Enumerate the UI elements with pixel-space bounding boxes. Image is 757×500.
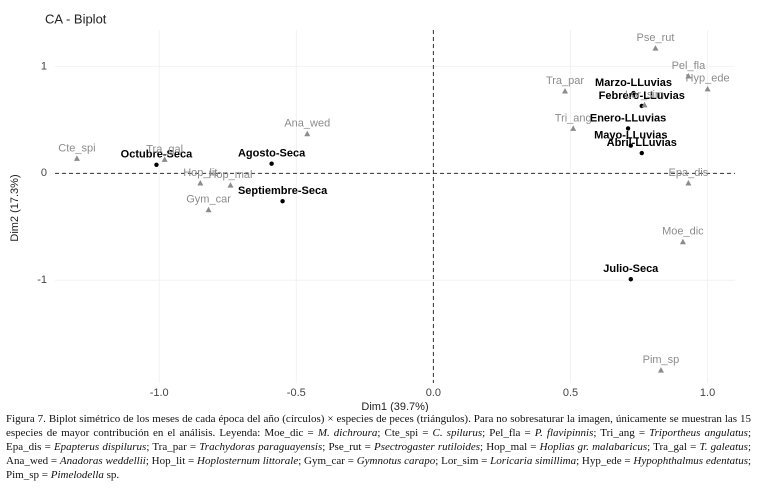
- month-label: Abril-LLuvias: [607, 137, 677, 149]
- caption-text: ; Hop_lit =: [145, 455, 198, 467]
- species-label: Tri_ang: [555, 112, 592, 124]
- species-point: [562, 87, 568, 94]
- month-label: Agosto-Seca: [238, 148, 306, 160]
- caption-text: Trachydoras paraguayensis: [199, 441, 323, 453]
- species-label: Hyp_ede: [686, 73, 730, 85]
- caption-text: Epapterus dispilurus: [53, 441, 147, 453]
- species-label: Hop_mal: [208, 169, 252, 181]
- species-point: [704, 85, 711, 92]
- figure-caption: Figura 7. Biplot simétrico de los meses …: [6, 412, 751, 482]
- species-label: Epa_dis: [669, 167, 709, 179]
- chart-title: CA - Biplot: [45, 11, 107, 26]
- species-point: [679, 238, 686, 245]
- caption-text: ; Pim_sp =: [6, 455, 752, 481]
- caption-text: ; Hyp_ede =: [576, 455, 634, 467]
- caption-text: Hoplias gr. malabaricus: [539, 441, 648, 453]
- month-label: Octubre-Seca: [121, 149, 193, 161]
- month-point: [625, 126, 631, 131]
- species-point: [685, 72, 692, 79]
- caption-text: Hypophthalmus edentatus: [633, 455, 748, 467]
- species-point: [641, 101, 648, 108]
- caption-text: Psectrogaster rutiloides: [373, 441, 480, 453]
- species-point: [197, 179, 204, 186]
- species-point: [685, 179, 692, 186]
- caption-text: ; Tra_par =: [146, 441, 200, 453]
- month-point: [269, 161, 274, 166]
- x-axis-title: Dim1 (39.7%): [361, 401, 428, 412]
- caption-text: Figura 7. Biplot simétrico de los meses …: [6, 413, 751, 439]
- month-point: [628, 277, 634, 282]
- x-tick-label: 0.0: [426, 387, 441, 399]
- month-point: [631, 90, 636, 96]
- month-label: Febrero-LLuvias: [599, 90, 685, 102]
- y-tick-label: -1: [37, 274, 47, 286]
- month-label: Marzo-LLuvias: [595, 77, 672, 89]
- month-point: [154, 162, 159, 167]
- caption-text: T. galeatus: [699, 441, 748, 453]
- y-tick-label: 1: [41, 60, 47, 72]
- y-axis-title: Dim2 (17.3%): [9, 174, 21, 241]
- species-label: Gym_car: [186, 194, 231, 206]
- species-point: [205, 206, 212, 213]
- month-point: [628, 143, 634, 148]
- species-point: [73, 155, 80, 161]
- caption-text: Triportheus angulatus: [649, 427, 748, 439]
- caption-text: M. dichroura: [317, 427, 378, 439]
- caption-text: P. flavipinnis: [534, 427, 594, 439]
- y-tick-label: 0: [41, 167, 47, 179]
- species-label: Cte_spi: [58, 142, 95, 154]
- caption-text: Anadoras weddellii: [59, 455, 146, 467]
- x-tick-label: 1.0: [700, 387, 715, 399]
- chart: CA - Biplot Dim1 (39.7%) Dim2 (17.3%) -1…: [9, 11, 735, 412]
- species-label: Tra_par: [546, 75, 584, 87]
- caption-text: Gymnotus carapo: [356, 455, 436, 467]
- caption-text: Pimelodella: [50, 469, 104, 481]
- species-label: Pel_fla: [672, 60, 707, 72]
- species-label: Tra_gal: [146, 143, 183, 155]
- species-point: [304, 130, 311, 137]
- species-point: [657, 367, 664, 373]
- caption-text: ; Tra_gal =: [647, 441, 700, 453]
- species-point: [570, 125, 577, 131]
- caption-text: sp.: [103, 469, 120, 481]
- caption-text: Loricaria simillima: [490, 455, 577, 467]
- x-tick-label: -0.5: [287, 387, 306, 399]
- month-point: [639, 150, 644, 156]
- caption-text: ; Tri_ang =: [593, 427, 650, 439]
- month-label: Julio-Seca: [603, 263, 659, 275]
- caption-text: ; Ana_wed =: [6, 441, 752, 467]
- species-label: Pse_rut: [637, 32, 675, 44]
- caption-text: C. spilurus: [432, 427, 483, 439]
- month-label: Enero-LLuvias: [590, 112, 666, 124]
- species-label: Lor_sim: [625, 89, 664, 101]
- month-label: Mayo-LLuvias: [594, 129, 667, 141]
- month-label: Septiembre-Seca: [238, 185, 328, 197]
- x-tick-label: -1.0: [150, 387, 169, 399]
- caption-text: ; Gym_car =: [298, 455, 357, 467]
- species-point: [161, 156, 168, 162]
- species-label: Ana_wed: [284, 118, 330, 130]
- caption-text: ; Cte_spi =: [377, 427, 433, 439]
- caption-text: ; Pel_fla =: [482, 427, 535, 439]
- caption-text: ; Pse_rut =: [322, 441, 374, 453]
- month-point: [280, 198, 285, 204]
- caption-text: Hoplosternum littorale: [197, 455, 299, 467]
- caption-text: ; Hop_mal =: [479, 441, 540, 453]
- caption-text: ; Epa_dis =: [6, 427, 751, 453]
- species-label: Hop_lit: [183, 167, 217, 179]
- species-point: [652, 45, 659, 51]
- species-label: Pim_sp: [643, 354, 680, 366]
- species-label: Moe_dic: [662, 226, 704, 238]
- caption-text: ; Lor_sim =: [435, 455, 491, 467]
- x-tick-label: 0.5: [563, 387, 578, 399]
- species-point: [227, 182, 234, 188]
